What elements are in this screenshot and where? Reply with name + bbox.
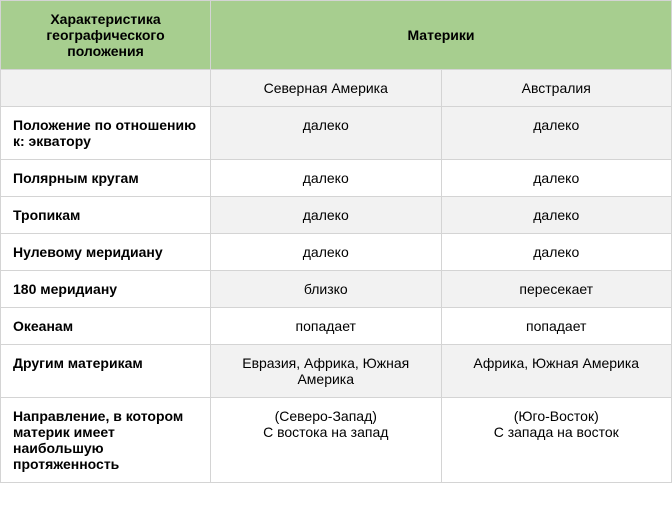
row-label: Полярным кругам xyxy=(1,160,211,197)
row-value-au: Африка, Южная Америка xyxy=(441,345,672,398)
table-body: Северная Америка Австралия Положение по … xyxy=(1,70,672,483)
row-value-au: попадает xyxy=(441,308,672,345)
header-continents: Материки xyxy=(211,1,672,70)
table-header: Характеристика географического положения… xyxy=(1,1,672,70)
row-label: Океанам xyxy=(1,308,211,345)
row-label: Тропикам xyxy=(1,197,211,234)
table-row: Нулевому меридианудалекодалеко xyxy=(1,234,672,271)
table-row: Полярным кругамдалекодалеко xyxy=(1,160,672,197)
row-value-na: (Северо-Запад) С востока на запад xyxy=(211,398,442,483)
row-value-au: далеко xyxy=(441,107,672,160)
row-label: 180 меридиану xyxy=(1,271,211,308)
subheader-empty xyxy=(1,70,211,107)
geo-table: Характеристика географического положения… xyxy=(0,0,672,483)
subheader-north-america: Северная Америка xyxy=(211,70,442,107)
row-value-na: попадает xyxy=(211,308,442,345)
table-row: Направление, в котором материк имеет наи… xyxy=(1,398,672,483)
row-label: Другим материкам xyxy=(1,345,211,398)
row-value-na: далеко xyxy=(211,160,442,197)
table-row: Тропикамдалекодалеко xyxy=(1,197,672,234)
row-value-au: пересекает xyxy=(441,271,672,308)
row-value-na: далеко xyxy=(211,234,442,271)
row-value-au: (Юго-Восток) С запада на восток xyxy=(441,398,672,483)
row-value-au: далеко xyxy=(441,197,672,234)
table-row: Другим материкамЕвразия, Африка, Южная А… xyxy=(1,345,672,398)
row-value-na: близко xyxy=(211,271,442,308)
subheader-row: Северная Америка Австралия xyxy=(1,70,672,107)
row-label: Нулевому меридиану xyxy=(1,234,211,271)
row-value-au: далеко xyxy=(441,160,672,197)
row-label: Положение по отношению к: экватору xyxy=(1,107,211,160)
row-value-na: далеко xyxy=(211,197,442,234)
row-value-na: далеко xyxy=(211,107,442,160)
subheader-australia: Австралия xyxy=(441,70,672,107)
table-row: Положение по отношению к: экваторудалеко… xyxy=(1,107,672,160)
header-characteristic: Характеристика географического положения xyxy=(1,1,211,70)
table-row: Океанампопадаетпопадает xyxy=(1,308,672,345)
row-value-na: Евразия, Африка, Южная Америка xyxy=(211,345,442,398)
row-label: Направление, в котором материк имеет наи… xyxy=(1,398,211,483)
row-value-au: далеко xyxy=(441,234,672,271)
table-row: 180 меридианублизкопересекает xyxy=(1,271,672,308)
